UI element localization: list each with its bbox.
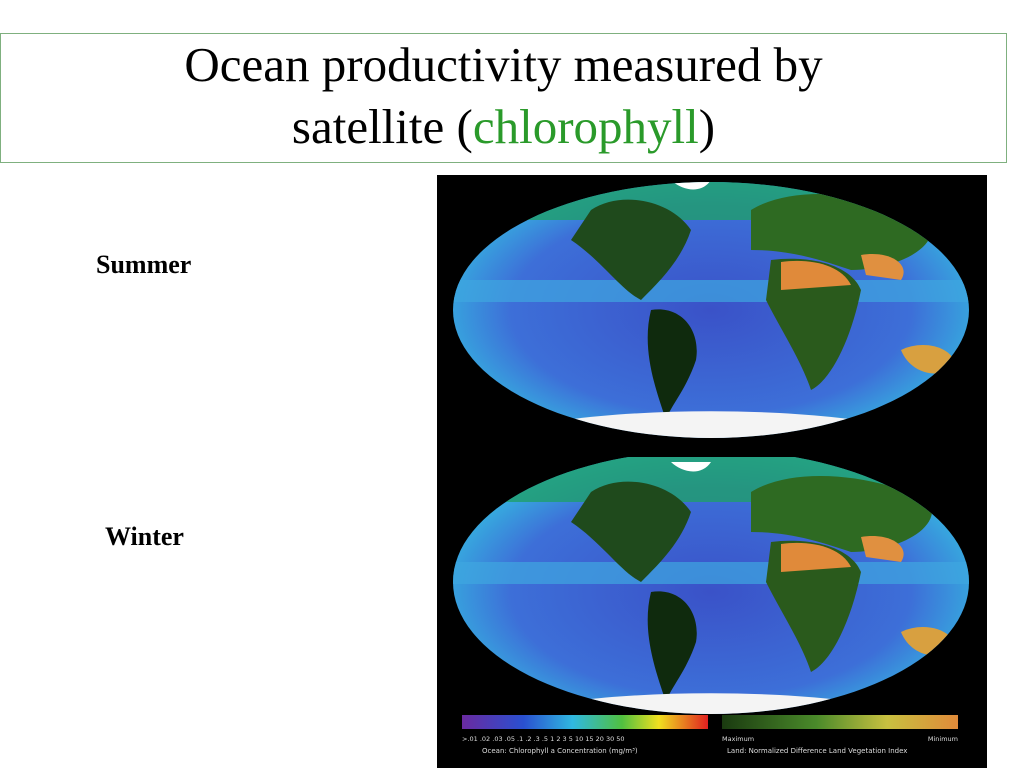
land-max: Maximum — [722, 735, 754, 743]
ocean-colorbar — [462, 715, 708, 729]
land-min: Minimum — [928, 735, 958, 743]
title-text: ) — [698, 99, 716, 154]
title-text: satellite ( — [291, 99, 473, 154]
title-highlight: chlorophyll — [472, 99, 699, 154]
winter-label: Winter — [105, 522, 184, 551]
ocean-scale: >.01 .02 .03 .05 .1 .2 .3 .5 1 2 3 5 10 … — [462, 735, 625, 743]
satellite-image: >.01 .02 .03 .05 .1 .2 .3 .5 1 2 3 5 10 … — [437, 175, 987, 768]
land-caption: Land: Normalized Difference Land Vegetat… — [727, 747, 907, 755]
summer-label: Summer — [96, 250, 192, 279]
title-line: satellite (chlorophyll) — [1, 96, 1006, 158]
ocean-caption: Ocean: Chlorophyll a Concentration (mg/m… — [482, 747, 638, 755]
land-colorbar — [722, 715, 958, 729]
title-line: Ocean productivity measured by — [184, 37, 823, 92]
title-box: Ocean productivity measured by satellite… — [0, 33, 1007, 163]
